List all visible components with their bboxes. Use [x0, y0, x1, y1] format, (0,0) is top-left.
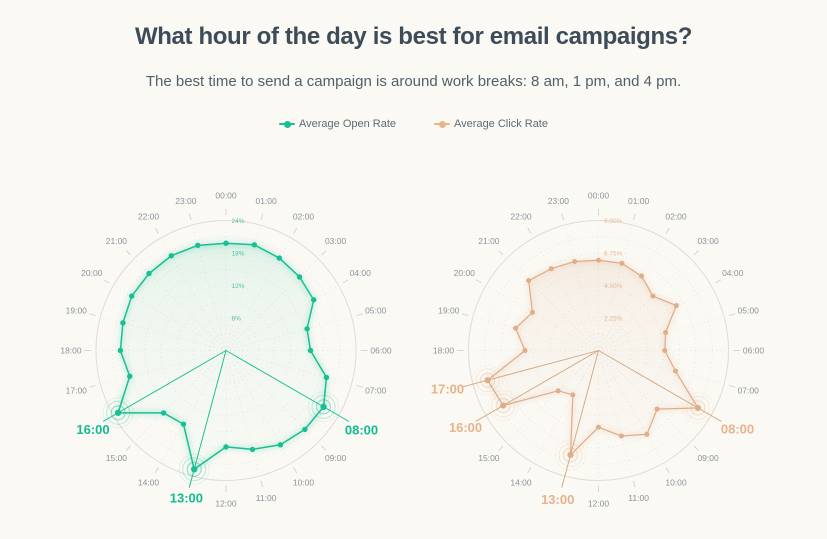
- svg-text:11:00: 11:00: [256, 493, 277, 503]
- svg-text:06:00: 06:00: [743, 346, 765, 356]
- svg-text:18:00: 18:00: [433, 346, 455, 356]
- svg-text:24%: 24%: [232, 218, 245, 225]
- svg-text:07:00: 07:00: [365, 386, 387, 396]
- svg-text:06:00: 06:00: [370, 346, 392, 356]
- svg-text:16:00: 16:00: [449, 420, 482, 435]
- svg-text:10:00: 10:00: [293, 478, 315, 488]
- svg-text:07:00: 07:00: [738, 386, 760, 396]
- svg-text:13:00: 13:00: [170, 491, 203, 506]
- svg-text:04:00: 04:00: [350, 268, 372, 278]
- svg-text:14:00: 14:00: [510, 478, 532, 488]
- svg-text:22:00: 22:00: [138, 211, 160, 221]
- svg-text:12:00: 12:00: [588, 499, 610, 509]
- svg-text:21:00: 21:00: [478, 236, 500, 246]
- svg-text:17:00: 17:00: [431, 382, 464, 397]
- svg-text:02:00: 02:00: [665, 211, 687, 221]
- svg-text:08:00: 08:00: [345, 423, 378, 438]
- svg-text:17:00: 17:00: [66, 386, 88, 396]
- svg-text:13:00: 13:00: [541, 492, 574, 507]
- svg-text:14:00: 14:00: [138, 478, 160, 488]
- svg-text:20:00: 20:00: [81, 268, 103, 278]
- svg-text:03:00: 03:00: [325, 236, 347, 246]
- svg-text:01:00: 01:00: [255, 196, 277, 206]
- svg-text:02:00: 02:00: [293, 211, 315, 221]
- svg-text:09:00: 09:00: [325, 453, 347, 463]
- svg-text:18:00: 18:00: [60, 346, 82, 356]
- svg-text:01:00: 01:00: [628, 196, 650, 206]
- svg-text:19:00: 19:00: [438, 305, 460, 315]
- svg-text:15:00: 15:00: [478, 453, 500, 463]
- svg-text:23:00: 23:00: [548, 196, 570, 206]
- svg-text:10:00: 10:00: [665, 478, 687, 488]
- svg-text:12:00: 12:00: [215, 499, 237, 509]
- svg-text:08:00: 08:00: [721, 422, 754, 437]
- svg-text:05:00: 05:00: [738, 305, 760, 315]
- svg-text:00:00: 00:00: [588, 191, 610, 201]
- svg-text:04:00: 04:00: [722, 268, 744, 278]
- svg-text:23:00: 23:00: [175, 196, 197, 206]
- svg-text:19:00: 19:00: [66, 305, 88, 315]
- svg-text:11:00: 11:00: [628, 493, 649, 503]
- svg-text:21:00: 21:00: [106, 236, 128, 246]
- svg-text:22:00: 22:00: [510, 211, 532, 221]
- svg-text:03:00: 03:00: [697, 236, 719, 246]
- svg-text:09:00: 09:00: [697, 453, 719, 463]
- svg-text:00:00: 00:00: [215, 191, 237, 201]
- svg-text:16:00: 16:00: [76, 422, 109, 437]
- svg-text:9.00%: 9.00%: [604, 218, 623, 225]
- svg-text:05:00: 05:00: [365, 305, 387, 315]
- svg-text:15:00: 15:00: [106, 453, 128, 463]
- svg-text:6.75%: 6.75%: [604, 251, 623, 258]
- svg-text:20:00: 20:00: [454, 268, 476, 278]
